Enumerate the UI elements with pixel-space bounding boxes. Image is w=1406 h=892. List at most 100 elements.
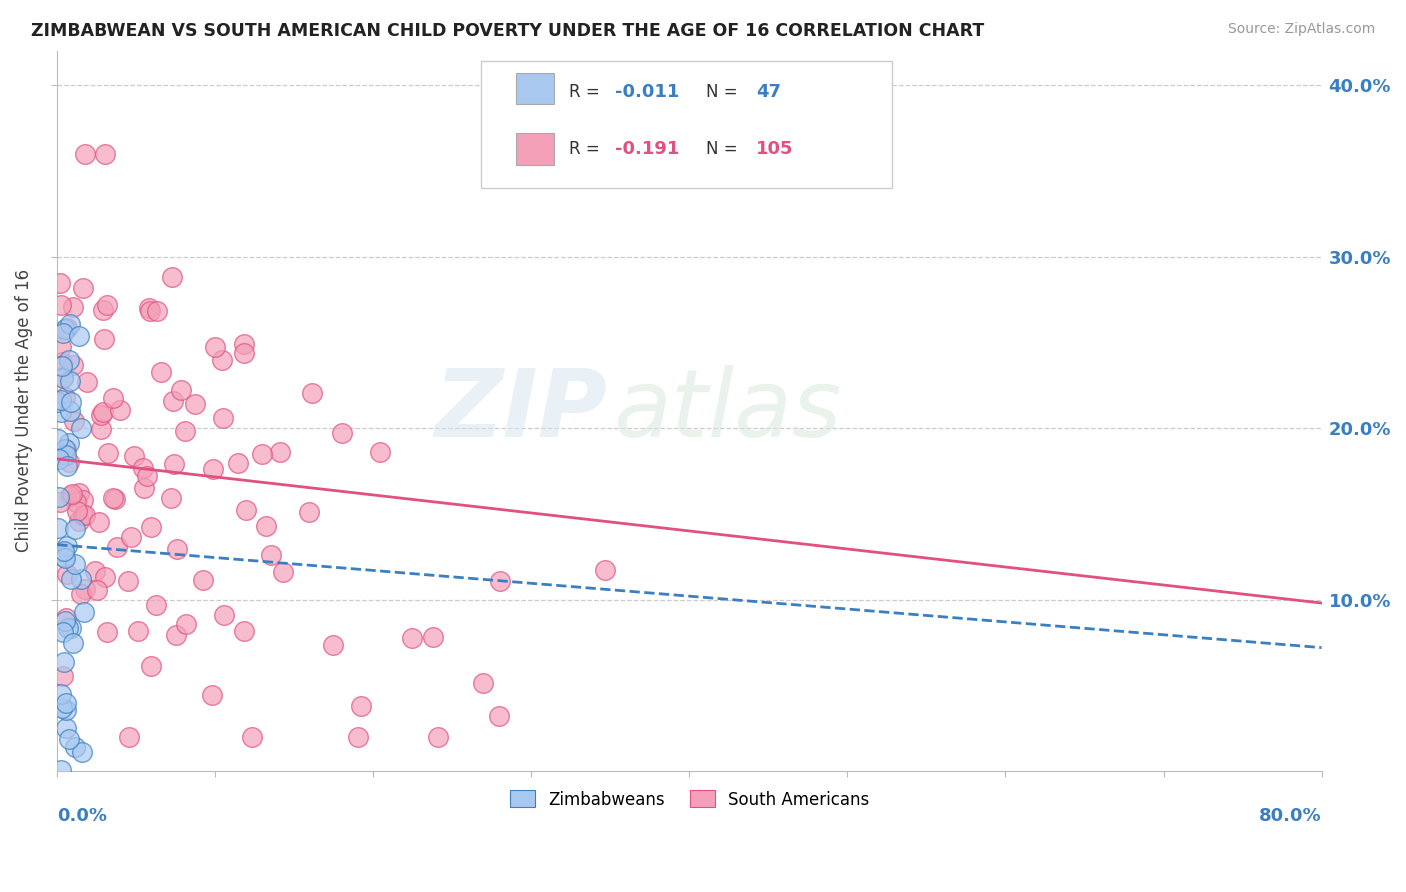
- Point: [136, 469, 159, 483]
- Text: 80.0%: 80.0%: [1258, 807, 1322, 825]
- Point: [53, 321, 76, 335]
- Point: [87, 516, 110, 530]
- Point: [330, 425, 353, 440]
- FancyBboxPatch shape: [516, 134, 554, 165]
- Point: [250, 447, 273, 461]
- Point: [146, 303, 169, 318]
- Point: [235, 503, 257, 517]
- Text: Source: ZipAtlas.com: Source: ZipAtlas.com: [1227, 22, 1375, 37]
- Point: [55, 458, 77, 473]
- Point: [269, 444, 291, 458]
- Point: [120, 530, 142, 544]
- Point: [55, 539, 77, 553]
- Text: R =: R =: [569, 140, 606, 158]
- Text: -0.191: -0.191: [614, 140, 679, 158]
- Point: [46, 395, 69, 409]
- Y-axis label: Child Poverty Under the Age of 16: Child Poverty Under the Age of 16: [15, 269, 32, 552]
- Point: [117, 574, 139, 589]
- Point: [56, 321, 79, 335]
- Text: N =: N =: [706, 140, 742, 158]
- Point: [49, 494, 72, 508]
- Point: [108, 403, 131, 417]
- Point: [58, 353, 80, 368]
- Text: R =: R =: [569, 83, 606, 101]
- Point: [52, 669, 75, 683]
- Point: [65, 522, 87, 536]
- Point: [72, 508, 94, 522]
- Point: [59, 621, 82, 635]
- Point: [75, 582, 97, 597]
- Point: [59, 375, 82, 389]
- Point: [127, 624, 149, 638]
- Point: [93, 570, 115, 584]
- Point: [51, 700, 73, 714]
- Point: [52, 655, 75, 669]
- Point: [48, 490, 70, 504]
- Point: [65, 495, 87, 509]
- Point: [51, 298, 73, 312]
- Point: [65, 504, 87, 518]
- Point: [139, 658, 162, 673]
- Point: [298, 505, 321, 519]
- Point: [48, 451, 70, 466]
- Text: 0.0%: 0.0%: [58, 807, 107, 825]
- Point: [49, 340, 72, 354]
- Point: [52, 625, 75, 640]
- Point: [72, 493, 94, 508]
- Point: [101, 491, 124, 505]
- Point: [70, 572, 93, 586]
- Point: [63, 557, 86, 571]
- Point: [170, 383, 193, 397]
- Point: [132, 461, 155, 475]
- Point: [56, 621, 79, 635]
- Point: [91, 303, 114, 318]
- Point: [422, 630, 444, 644]
- Point: [254, 519, 277, 533]
- Point: [70, 587, 93, 601]
- Point: [174, 425, 197, 439]
- Point: [91, 405, 114, 419]
- Point: [240, 730, 263, 744]
- Text: 47: 47: [756, 83, 782, 101]
- Point: [488, 709, 510, 723]
- Point: [55, 442, 77, 456]
- Point: [49, 277, 72, 291]
- Point: [67, 514, 90, 528]
- Point: [55, 696, 77, 710]
- Point: [301, 385, 323, 400]
- FancyBboxPatch shape: [481, 62, 891, 187]
- Point: [191, 574, 214, 588]
- Legend: Zimbabweans, South Americans: Zimbabweans, South Americans: [502, 782, 877, 817]
- Point: [322, 639, 344, 653]
- Point: [53, 550, 76, 565]
- Point: [75, 146, 97, 161]
- Point: [52, 326, 75, 341]
- Point: [201, 688, 224, 702]
- Point: [52, 370, 75, 384]
- Point: [73, 508, 96, 522]
- Point: [124, 450, 146, 464]
- Point: [58, 732, 80, 747]
- Text: 105: 105: [756, 140, 794, 158]
- Point: [165, 628, 187, 642]
- Point: [59, 403, 82, 417]
- Point: [211, 352, 233, 367]
- Point: [226, 456, 249, 470]
- Point: [51, 688, 73, 702]
- Point: [56, 566, 79, 581]
- Point: [58, 454, 80, 468]
- Point: [105, 540, 128, 554]
- Point: [94, 146, 117, 161]
- Point: [67, 486, 90, 500]
- Point: [46, 521, 69, 535]
- Point: [51, 405, 73, 419]
- Point: [118, 730, 141, 744]
- Point: [52, 543, 75, 558]
- Point: [103, 391, 125, 405]
- Point: [212, 607, 235, 622]
- Text: ZIMBABWEAN VS SOUTH AMERICAN CHILD POVERTY UNDER THE AGE OF 16 CORRELATION CHART: ZIMBABWEAN VS SOUTH AMERICAN CHILD POVER…: [31, 22, 984, 40]
- Point: [159, 491, 181, 506]
- Point: [62, 358, 84, 372]
- Point: [55, 611, 77, 625]
- Point: [174, 616, 197, 631]
